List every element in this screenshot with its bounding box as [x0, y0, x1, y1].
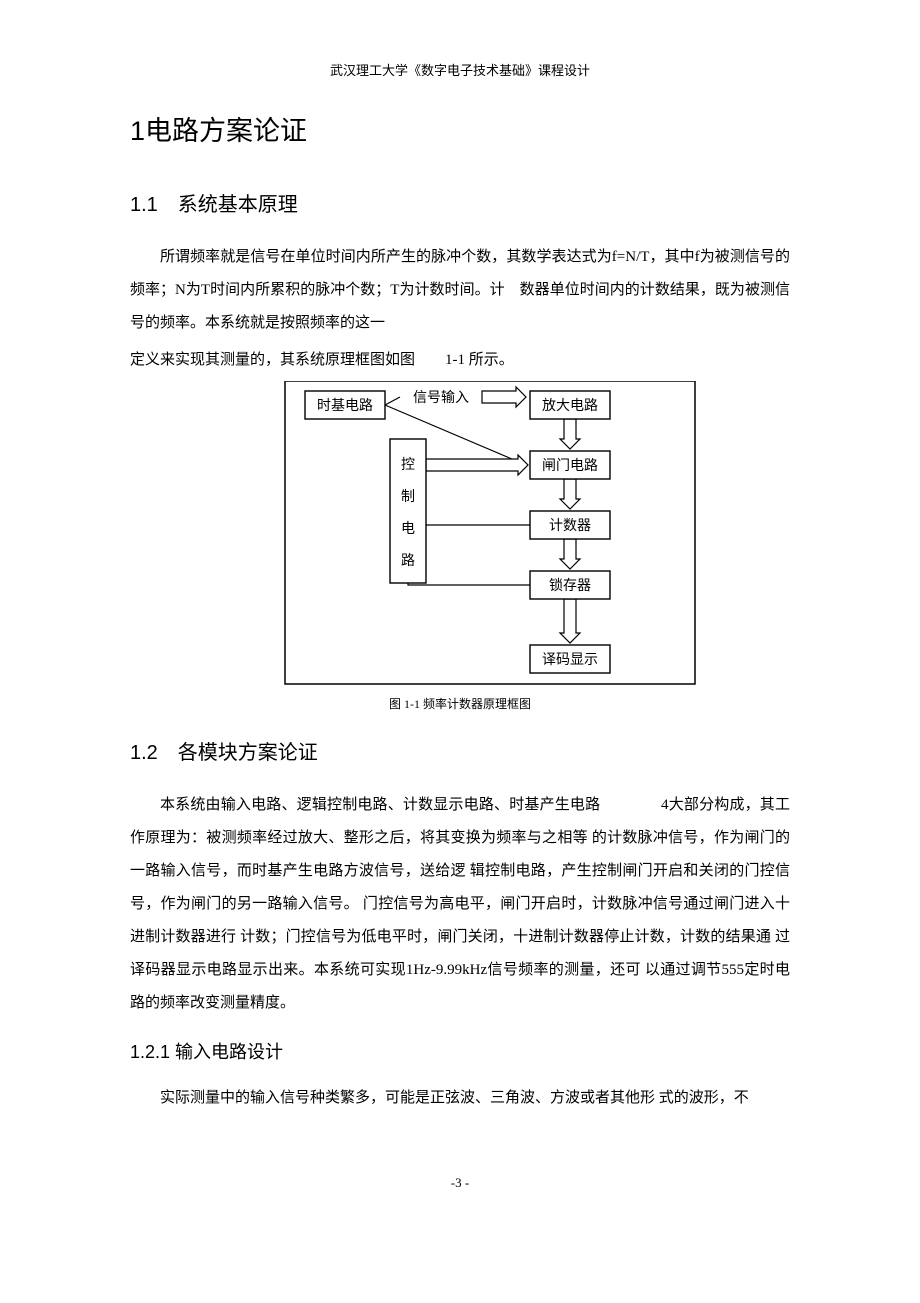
para-1: 所谓频率就是信号在单位时间内所产生的脉冲个数，其数学表达式为f=N/T，其中f为… [130, 241, 790, 340]
heading-1-1: 1.1 系统基本原理 [130, 188, 790, 217]
svg-text:制: 制 [401, 489, 415, 505]
svg-text:时基电路: 时基电路 [317, 397, 373, 414]
svg-text:译码显示: 译码显示 [542, 652, 598, 668]
svg-text:锁存器: 锁存器 [549, 578, 591, 594]
svg-text:电: 电 [401, 521, 415, 537]
flowchart-svg: 时基电路 信号输入放大电路控制电路 闸门电路计数器锁存器译码显示 [210, 381, 710, 687]
svg-text:放大电路: 放大电路 [542, 398, 598, 414]
para-1b: 定义来实现其测量的，其系统原理框图如图 1-1 所示。 [130, 344, 790, 377]
svg-text:计数器: 计数器 [549, 518, 591, 534]
heading-1-2-1: 1.2.1 输入电路设计 [130, 1038, 790, 1064]
figure-1-1: 时基电路 信号输入放大电路控制电路 闸门电路计数器锁存器译码显示 [130, 381, 790, 687]
svg-text:路: 路 [401, 553, 415, 569]
figure-1-1-caption: 图 1-1 频率计数器原理框图 [130, 695, 790, 712]
svg-text:控: 控 [401, 457, 415, 473]
heading-1: 1电路方案论证 [130, 109, 790, 148]
para-2: 本系统由输入电路、逻辑控制电路、计数显示电路、时基产生电路 4大部分构成，其工作… [130, 789, 790, 1020]
svg-text:信号输入: 信号输入 [413, 390, 469, 406]
svg-text:闸门电路: 闸门电路 [542, 458, 598, 474]
heading-1-2: 1.2 各模块方案论证 [130, 736, 790, 765]
page-number: -3 - [130, 1175, 790, 1191]
page-header: 武汉理工大学《数字电子技术基础》课程设计 [130, 60, 790, 79]
para-3: 实际测量中的输入信号种类繁多，可能是正弦波、三角波、方波或者其他形 式的波形，不 [130, 1082, 790, 1115]
